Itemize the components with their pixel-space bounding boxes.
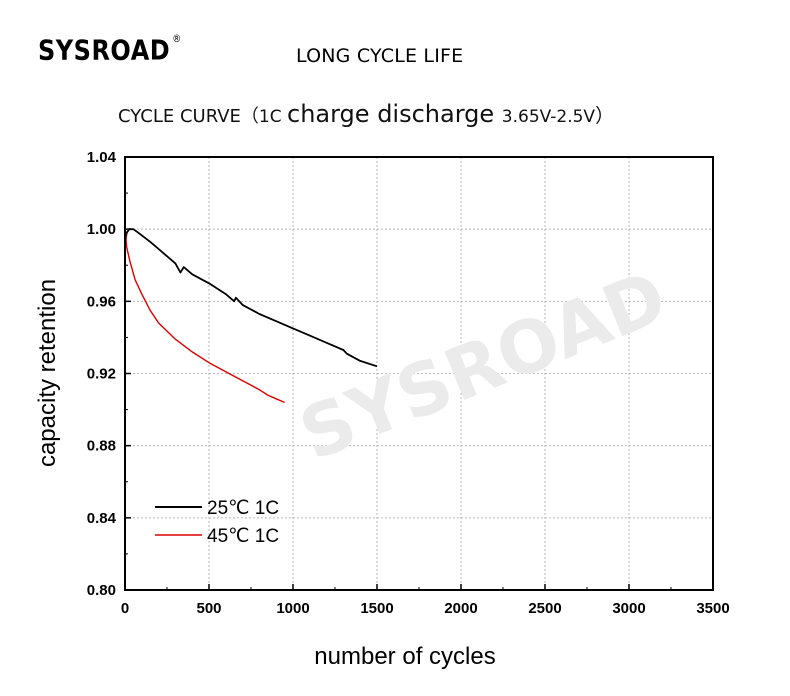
legend: 25℃ 1C 45℃ 1C: [155, 498, 279, 547]
x-tick-label: 0: [121, 600, 129, 617]
subtitle-part-5: ）: [595, 105, 615, 127]
legend-label-25c: 25℃ 1C: [207, 498, 279, 519]
subtitle-part-4: 3.65V-2.5V: [501, 107, 596, 127]
series-layer: [124, 225, 378, 404]
y-axis-label: capacity retention: [34, 279, 61, 467]
x-tick-label: 500: [196, 600, 221, 617]
x-tick-label: 1000: [276, 600, 309, 617]
x-tick-labels: 0 500 1000 1500 2000 2500 3000 3500: [121, 600, 730, 617]
logo-text: SYSROAD: [38, 34, 171, 67]
brand-logo: SYSROAD ®: [38, 34, 182, 66]
x-tick-label: 2000: [444, 600, 477, 617]
x-axis-label: number of cycles: [314, 643, 495, 670]
x-tick-label: 1500: [360, 600, 393, 617]
grid-lines: [125, 157, 713, 590]
y-tick-labels: 0.80 0.84 0.88 0.92 0.96 1.00 1.04: [87, 149, 117, 599]
x-tick-label: 3500: [696, 600, 729, 617]
x-tick-label: 3000: [612, 600, 645, 617]
watermark-text: SYSROAD: [288, 254, 677, 477]
y-tick-label: 0.96: [87, 293, 116, 310]
y-tick-label: 0.88: [87, 438, 116, 455]
y-tick-label: 0.84: [87, 510, 117, 527]
y-tick-label: 0.80: [87, 582, 116, 599]
registered-mark: ®: [172, 34, 182, 46]
series-line-25c: [124, 228, 378, 368]
y-tick-label: 1.04: [87, 149, 117, 166]
watermark: SYSROAD: [288, 254, 677, 477]
subtitle-part-3: charge discharge: [287, 100, 502, 128]
series-line-45c: [124, 225, 285, 404]
page-headline: LONG CYCLE LIFE: [296, 45, 464, 67]
y-tick-label: 0.92: [87, 366, 116, 383]
axis-ticks: [124, 156, 714, 591]
x-tick-label: 2500: [528, 600, 561, 617]
y-tick-label: 1.00: [87, 221, 116, 238]
subtitle-part-2: 1C: [258, 107, 287, 127]
subtitle-part-1: CYCLE CURVE（: [118, 106, 259, 127]
legend-label-45c: 45℃ 1C: [207, 526, 279, 547]
chart-subtitle: CYCLE CURVE（1C charge discharge 3.65V-2.…: [118, 100, 614, 128]
